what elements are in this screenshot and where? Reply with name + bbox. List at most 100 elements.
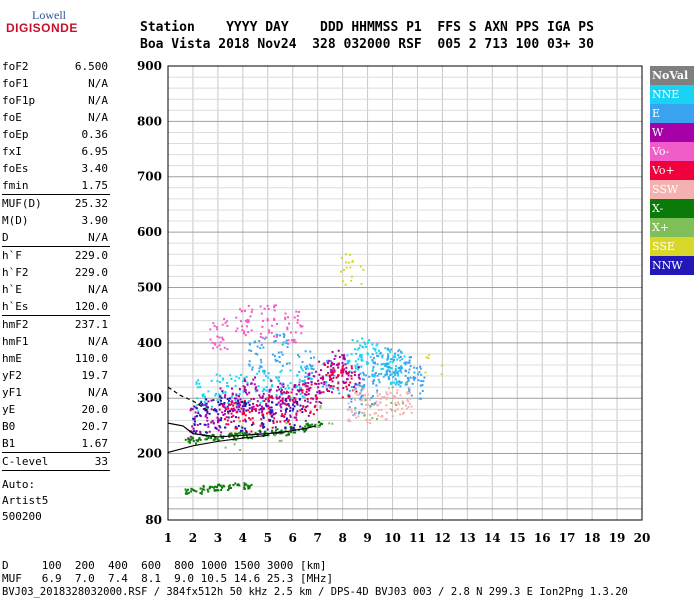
- data-point-vo-: [244, 414, 247, 417]
- data-point-vo-: [276, 323, 279, 326]
- data-point-w: [318, 392, 321, 395]
- data-point-nne: [296, 385, 299, 388]
- data-point-e: [280, 351, 283, 354]
- data-point-x-: [278, 439, 281, 442]
- data-point-nnw: [291, 409, 294, 412]
- data-point-nnw: [262, 415, 265, 418]
- data-point-x-: [185, 491, 188, 494]
- data-point-vo-: [329, 385, 332, 388]
- data-point-ssw: [378, 393, 381, 396]
- data-point-e: [301, 380, 304, 383]
- data-point-nne: [265, 386, 268, 389]
- data-point-e: [419, 392, 422, 395]
- data-point-nnw: [299, 404, 302, 407]
- data-point-vo-: [294, 341, 297, 344]
- data-point-vo-: [243, 399, 246, 402]
- data-point-vo-: [241, 329, 244, 332]
- data-point-ssw: [405, 391, 408, 394]
- data-point-nne: [393, 355, 396, 358]
- data-point-vo-: [314, 395, 317, 398]
- data-point-vo-: [209, 338, 212, 341]
- data-point-w: [342, 364, 345, 367]
- data-point-x-: [244, 432, 247, 435]
- data-point-w: [207, 425, 210, 428]
- data-point-nne: [269, 378, 272, 381]
- data-point-e: [276, 359, 279, 362]
- data-point-e: [329, 386, 332, 389]
- data-point-vo-: [269, 413, 272, 416]
- data-point-nne: [210, 405, 213, 408]
- data-point-nne: [391, 381, 394, 384]
- data-point-e: [387, 347, 390, 350]
- param-value: N/A: [88, 94, 108, 107]
- data-point-w: [254, 409, 257, 412]
- data-point-vo-: [240, 310, 243, 313]
- data-point-x-: [371, 417, 374, 420]
- data-point-e: [297, 353, 300, 356]
- data-point-e: [417, 379, 420, 382]
- data-point-x-: [363, 414, 366, 417]
- data-point-w: [238, 395, 241, 398]
- data-point-vo-: [330, 368, 333, 371]
- data-point-nne: [360, 354, 363, 357]
- data-point-e: [259, 347, 262, 350]
- param-value: 1.67: [81, 437, 109, 450]
- data-point-e: [305, 365, 308, 368]
- data-point-vo-: [252, 422, 255, 425]
- data-point-e: [357, 383, 360, 386]
- data-point-w: [303, 393, 306, 396]
- data-point-x-: [201, 488, 204, 491]
- data-point-vo-: [249, 315, 252, 318]
- data-point-e: [324, 381, 327, 384]
- data-point-vo-: [288, 419, 291, 422]
- data-point-nne: [241, 380, 244, 383]
- auto-scaling-info: Artist5: [2, 494, 49, 507]
- data-point-w: [289, 414, 292, 417]
- data-point-x-: [245, 483, 248, 486]
- data-point-nnw: [212, 399, 215, 402]
- data-point-vo-: [293, 316, 296, 319]
- data-point-nne: [219, 394, 222, 397]
- data-point-nnw: [275, 403, 278, 406]
- data-point-w: [218, 408, 221, 411]
- data-point-e: [420, 373, 423, 376]
- data-point-sse: [441, 364, 444, 367]
- data-point-e: [381, 354, 384, 357]
- data-point-e: [397, 350, 400, 353]
- data-point-x-: [405, 382, 408, 385]
- param-row: h`Es 120.0: [0, 298, 112, 315]
- data-point-e: [387, 354, 390, 357]
- data-point-e: [392, 375, 395, 378]
- data-point-w: [331, 361, 334, 364]
- data-point-vo-: [260, 418, 263, 421]
- x-tick-label: 10: [384, 531, 401, 545]
- data-point-w: [287, 395, 290, 398]
- data-point-ssw: [389, 407, 392, 410]
- data-point-w: [278, 395, 281, 398]
- data-point-nne: [278, 376, 281, 379]
- data-point-x-: [190, 438, 193, 441]
- data-point-e: [387, 376, 390, 379]
- data-point-e: [279, 334, 282, 337]
- parameters-panel: foF2 6.500 foF1 N/A foF1p N/A foE N/A foEp 0.36 fx…: [0, 58, 112, 525]
- data-point-nnw: [272, 420, 275, 423]
- data-point-w: [277, 385, 280, 388]
- data-point-nne: [377, 373, 380, 376]
- data-point-vo-: [347, 372, 350, 375]
- data-point-e: [305, 367, 308, 370]
- data-point-x-: [191, 436, 194, 439]
- data-point-e: [414, 376, 417, 379]
- data-point-ssw: [410, 405, 413, 408]
- data-point-x-: [192, 439, 195, 442]
- data-point-w: [232, 420, 235, 423]
- data-point-nne: [399, 359, 402, 362]
- data-point-w: [217, 418, 220, 421]
- data-point-w: [239, 403, 242, 406]
- data-point-x-: [237, 483, 240, 486]
- data-point-vo-: [267, 329, 270, 332]
- data-point-vo-: [261, 407, 264, 410]
- data-point-sse: [340, 270, 343, 273]
- data-point-w: [326, 388, 329, 391]
- data-point-ssw: [375, 391, 378, 394]
- data-point-vo-: [323, 363, 326, 366]
